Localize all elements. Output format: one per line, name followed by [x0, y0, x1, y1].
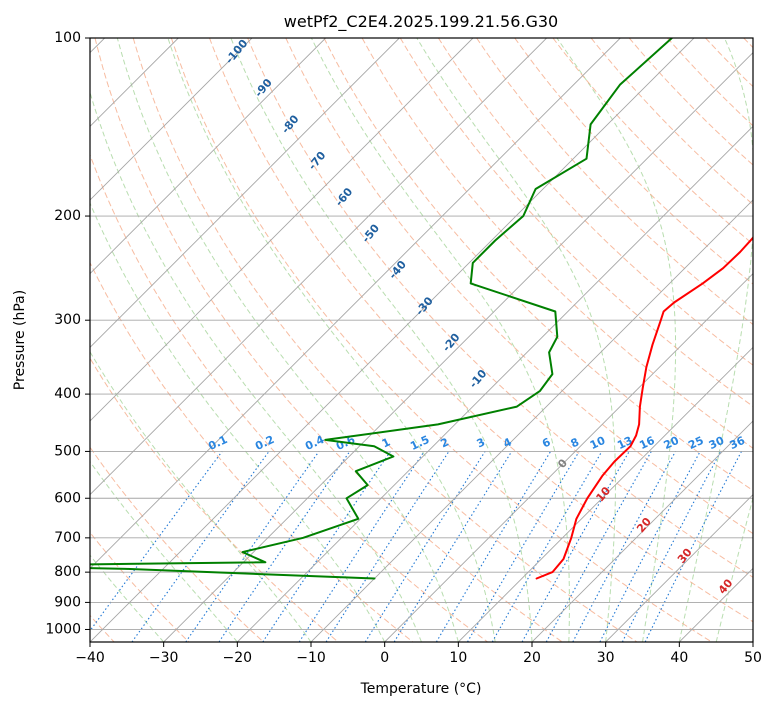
dry-adiabat [209, 38, 753, 623]
x-tick-label: −30 [149, 650, 179, 666]
mixing-ratio-line [467, 451, 580, 642]
y-tick-label: 1000 [45, 621, 81, 637]
x-tick-label: −10 [296, 650, 326, 666]
mixing-ratio-line [218, 451, 351, 642]
moist-adiabat [230, 38, 533, 642]
y-tick-label: 900 [54, 594, 81, 610]
isotherm [90, 38, 621, 569]
moist-adiabat [416, 38, 616, 642]
dry-adiabat [399, 38, 753, 408]
mixing-ratio-label: 20 [662, 434, 682, 452]
isotherm [384, 273, 753, 642]
mixing-ratio-label: 10 [588, 434, 608, 452]
mixing-ratio-line [90, 451, 223, 632]
mixing-ratio-label: 30 [707, 434, 727, 452]
dry-adiabat [590, 38, 753, 206]
x-tick-label: 10 [449, 650, 467, 666]
mixing-ratio-label: 36 [728, 434, 748, 452]
isotherm [90, 38, 400, 348]
mixing-ratio-line [491, 451, 603, 642]
y-tick-label: 100 [54, 30, 81, 46]
mixing-ratio-line [435, 451, 552, 642]
y-axis-label: Pressure (hPa) [12, 290, 28, 390]
temperature-profile-line [535, 236, 753, 580]
dry-adiabat [476, 38, 753, 326]
isotherm [237, 125, 753, 642]
x-tick-label: 40 [670, 650, 688, 666]
x-axis-label: Temperature (°C) [360, 681, 482, 697]
dry-adiabat [247, 38, 753, 578]
y-tick-label: 300 [54, 312, 81, 328]
plot-frame [89, 37, 754, 643]
dry-adiabat [361, 38, 753, 449]
dry-adiabat [94, 38, 563, 642]
moist-adiabat [90, 201, 386, 642]
mixing-ratio-line [325, 451, 450, 642]
mixing-ratio-line [393, 451, 513, 642]
dry-adiabat [90, 531, 190, 642]
dry-adiabat [90, 261, 414, 642]
mixing-ratio-label: 25 [686, 434, 705, 452]
isotherm [90, 38, 474, 422]
y-tick-label: 600 [54, 490, 81, 506]
isotherm [605, 494, 753, 642]
grid-layer [90, 38, 753, 642]
isotherm [90, 38, 547, 496]
x-tick-label: 30 [597, 650, 615, 666]
moist-adiabat [116, 38, 459, 642]
mixing-ratio-label: 16 [637, 434, 657, 452]
y-axis: 100 200 300 400 500 600 700 800 900 1000 [45, 30, 90, 637]
dewpoint-profile-line [90, 38, 673, 580]
mixing-ratio-line [131, 451, 270, 642]
dry-adiabat [132, 38, 638, 642]
moist-adiabat [310, 38, 570, 642]
isotherm [90, 38, 253, 201]
plot-area: -100-90-80-70-60-50-40-30-20-10010203040… [89, 37, 754, 643]
dry-adiabat [170, 38, 712, 642]
moist-adiabat [678, 38, 753, 642]
y-tick-label: 200 [54, 208, 81, 224]
isotherm [310, 199, 753, 642]
dry-adiabat [90, 357, 339, 642]
y-tick-label: 700 [54, 530, 81, 546]
moist-adiabat [90, 460, 238, 642]
isotherm [458, 346, 753, 642]
y-tick-label: 400 [54, 386, 81, 402]
y-tick-label: 500 [54, 443, 81, 459]
isotherm [90, 38, 326, 275]
x-tick-label: 0 [380, 650, 389, 666]
dry-adiabat [437, 38, 753, 366]
chart-title: wetPf2_C2E4.2025.199.21.56.G30 [284, 12, 558, 32]
x-tick-label: 50 [744, 650, 762, 666]
x-tick-label: −20 [223, 650, 253, 666]
dry-adiabat [90, 446, 264, 642]
moist-adiabat [167, 38, 496, 642]
x-tick-label: −40 [75, 650, 105, 666]
dry-adiabat [628, 38, 753, 166]
mixing-ratio-line [521, 451, 630, 642]
isotherm [90, 38, 695, 642]
moist-adiabat [715, 496, 753, 642]
x-axis: −40 −30 −20 −10 0 10 20 30 40 50 [75, 642, 762, 666]
x-tick-label: 20 [523, 650, 541, 666]
mixing-ratio-line [364, 451, 486, 642]
series-layer [90, 38, 753, 580]
y-tick-label: 800 [54, 564, 81, 580]
isotherm [531, 420, 753, 642]
isotherm [163, 52, 753, 642]
mixing-ratio-line [572, 451, 676, 642]
dry-adiabat [514, 38, 753, 285]
